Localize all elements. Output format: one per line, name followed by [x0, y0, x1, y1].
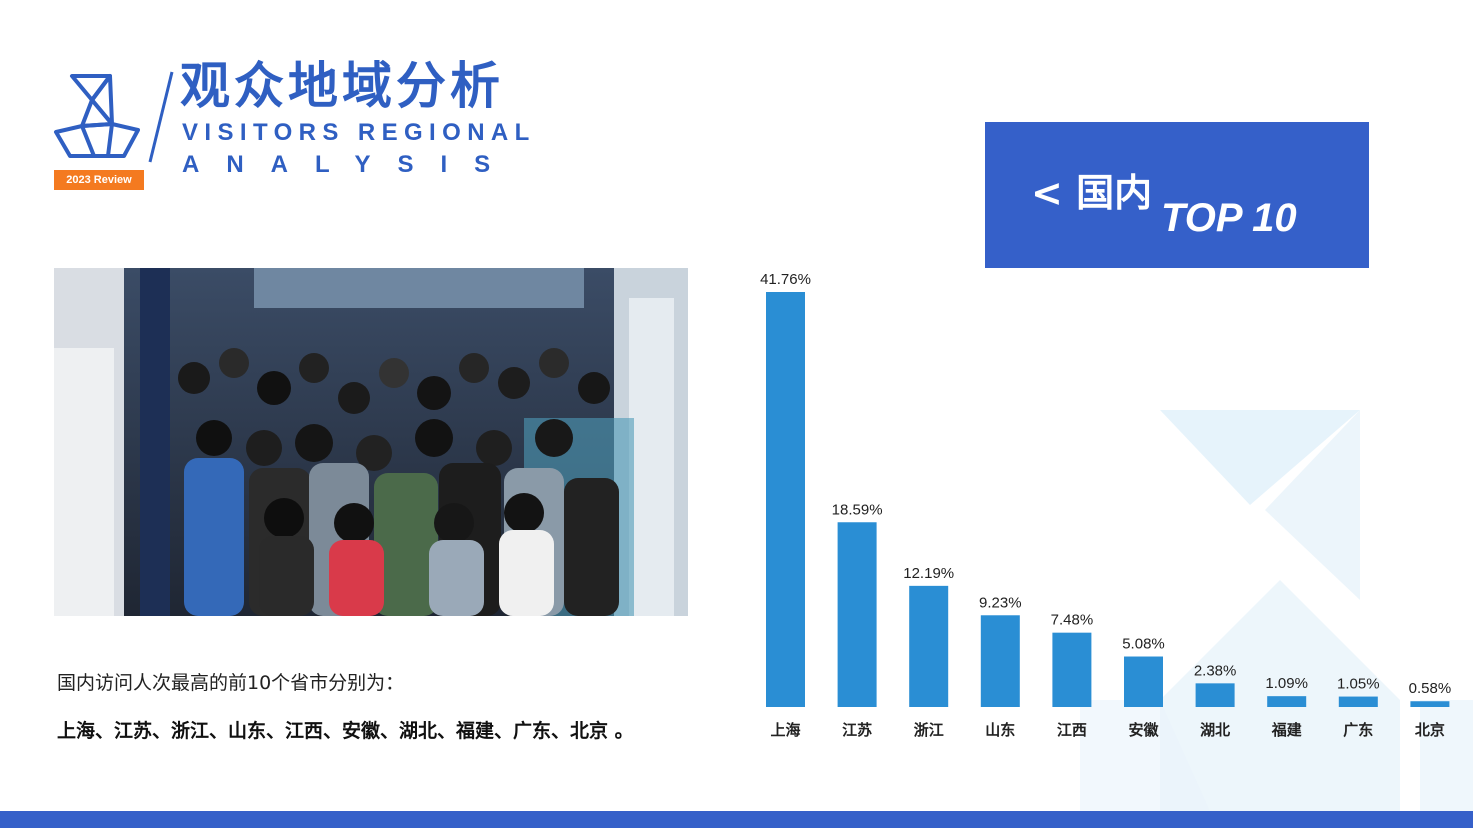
category-label-4: 江西	[1057, 721, 1087, 739]
page-subtitle-line-1: VISITORS REGIONAL	[182, 119, 536, 146]
category-label-6: 湖北	[1200, 721, 1230, 739]
review-year-badge: 2023 Review	[54, 170, 144, 190]
category-label-2: 浙江	[914, 721, 944, 739]
value-label-8: 1.05%	[1337, 676, 1380, 693]
value-label-2: 12.19%	[903, 565, 954, 582]
bar-4	[1052, 632, 1092, 707]
value-label-1: 18.59%	[832, 501, 883, 518]
value-label-9: 0.58%	[1409, 680, 1452, 697]
bar-3	[980, 615, 1020, 707]
category-label-0: 上海	[770, 721, 800, 739]
bar-6	[1195, 683, 1235, 707]
category-label-5: 安徽	[1128, 721, 1159, 739]
top10-label: TOP 10	[1161, 196, 1297, 240]
category-label-7: 福建	[1271, 721, 1303, 739]
value-label-6: 2.38%	[1194, 662, 1237, 679]
bar-1	[837, 522, 877, 707]
divider-slash	[148, 71, 174, 163]
bar-2	[909, 585, 949, 707]
value-label-5: 5.08%	[1122, 636, 1165, 653]
value-label-4: 7.48%	[1051, 612, 1094, 629]
category-label-8: 广东	[1343, 721, 1373, 739]
domestic-top10-box: < 国内 TOP 10	[985, 122, 1369, 268]
paper-boat-logo-icon	[54, 74, 140, 158]
footer-bar	[0, 811, 1473, 828]
bar-9	[1410, 701, 1450, 707]
value-label-7: 1.09%	[1265, 675, 1308, 692]
bar-0	[766, 292, 805, 707]
exhibition-crowd-photo	[54, 268, 688, 616]
description-provinces: 上海、江苏、浙江、山东、江西、安徽、湖北、福建、广东、北京 。	[57, 720, 634, 742]
page-subtitle-line-2: ANALYSIS	[182, 151, 518, 178]
category-label-3: 山东	[985, 721, 1015, 739]
domestic-label: < 国内	[1031, 171, 1153, 215]
description-intro: 国内访问人次最高的前10个省市分别为：	[57, 672, 405, 694]
bar-5	[1124, 656, 1163, 707]
page-title: 观众地域分析	[180, 57, 504, 115]
category-label-9: 北京	[1415, 721, 1445, 739]
value-label-3: 9.23%	[979, 594, 1022, 611]
value-label-0: 41.76%	[760, 271, 811, 288]
bar-7	[1267, 696, 1307, 707]
background-geometric-decoration	[1080, 410, 1473, 811]
bar-8	[1338, 696, 1378, 707]
top10-provinces-bar-chart: 41.76% 上海 18.59% 江苏 12.19% 浙江 9.23% 山东 7.48% 江西 5.…	[760, 271, 1452, 739]
category-label-1: 江苏	[842, 721, 872, 739]
